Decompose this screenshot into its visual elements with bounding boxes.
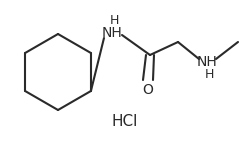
Text: HCl: HCl [112,114,138,129]
Text: O: O [142,83,154,97]
Text: H: H [109,14,119,26]
Text: NH: NH [102,26,122,40]
Text: H: H [204,69,214,82]
Text: NH: NH [196,55,218,69]
